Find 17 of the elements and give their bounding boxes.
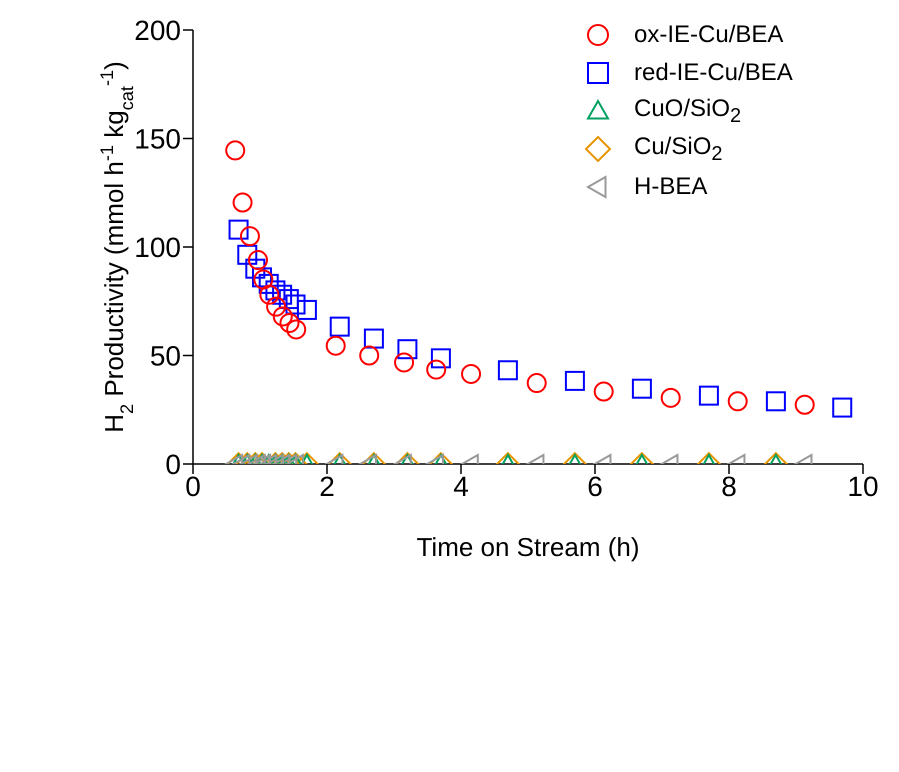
y-tick-label: 0 [165, 448, 181, 480]
legend-label: Cu/SiO$_{2}$ [634, 132, 722, 166]
y-tick-label: 200 [134, 14, 181, 46]
y-tick-label: 150 [134, 123, 181, 154]
x-tick-label: 6 [587, 470, 603, 502]
x-axis-title: Time on Stream (h) [416, 532, 640, 562]
y-tick-label: 100 [134, 232, 181, 263]
x-tick-label: 4 [453, 470, 469, 502]
x-tick-label: 8 [721, 470, 737, 502]
legend-label: red-IE-Cu/BEA [634, 59, 793, 87]
x-tick-label: 2 [319, 470, 335, 502]
legend-label: CuO/SiO$_{2}$ [634, 94, 742, 128]
x-tick-label: 0 [185, 470, 201, 502]
y-tick-label: 50 [150, 340, 181, 372]
legend-label: H-BEA [634, 173, 708, 201]
legend-label: ox-IE-Cu/BEA [634, 21, 784, 49]
x-tick-label: 10 [847, 470, 879, 502]
